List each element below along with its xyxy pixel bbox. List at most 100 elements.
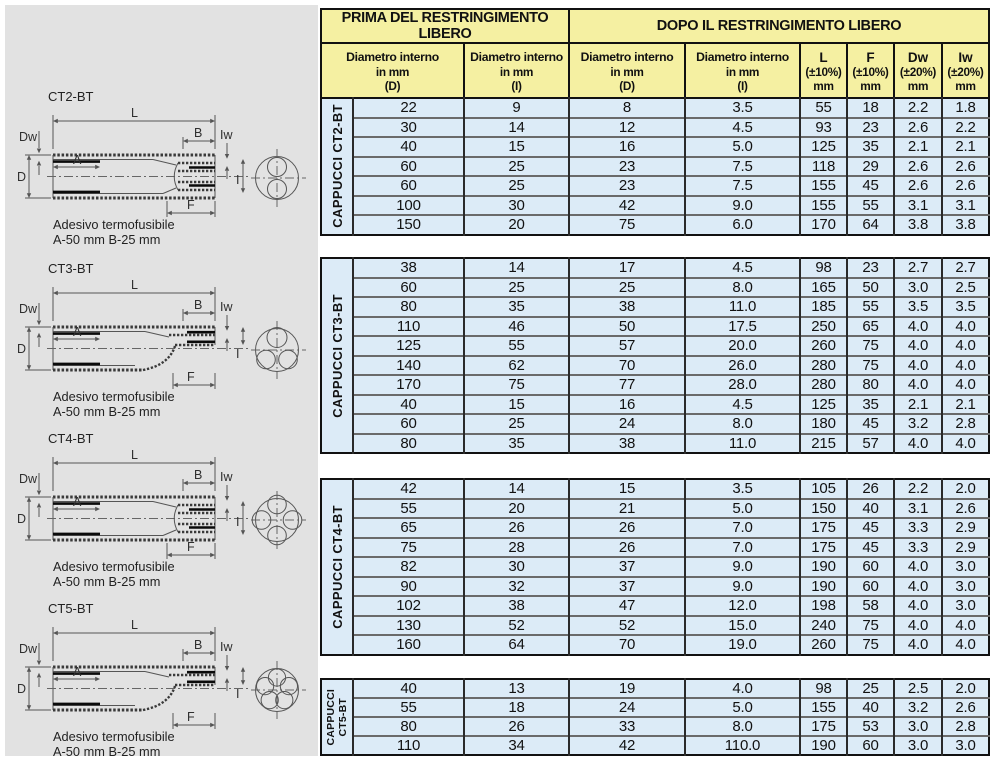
diagram-title: CT4-BT bbox=[48, 431, 94, 446]
core-circle bbox=[267, 494, 287, 515]
table-cell: 2.6 bbox=[941, 175, 989, 196]
table-cell: 35 bbox=[463, 296, 569, 317]
table-row: 82 30 37 9.0 190 60 4.0 3.0 bbox=[321, 556, 989, 577]
dim-label-I: I bbox=[236, 687, 239, 701]
table-row: 102 38 47 12.0 198 58 4.0 3.0 bbox=[321, 595, 989, 616]
table-cell: 45 bbox=[846, 175, 894, 196]
table-cell: 4.0 bbox=[941, 614, 989, 635]
table-cell: 25 bbox=[463, 413, 569, 434]
table-cell: 7.5 bbox=[684, 175, 800, 196]
table-cell: 26.0 bbox=[684, 354, 800, 375]
cap-diagram-CT5-BT: CT5-BT L I Dw A B Iw D F Adesivo termofusibile A-5… bbox=[15, 597, 310, 761]
dim-label-B: B bbox=[194, 126, 202, 140]
cap-drawing: CT4-BT L I Dw A B Iw D F Adesivo termofusibileA-5… bbox=[17, 431, 306, 589]
dim-label-I: I bbox=[236, 515, 239, 529]
table-row: 60 25 25 8.0 165 50 3.0 2.5 bbox=[321, 276, 989, 297]
table-cell: 40 bbox=[352, 136, 464, 157]
table-cell: 2.6 bbox=[893, 155, 942, 176]
col-header-i2: Diametro interno in mm (I) bbox=[684, 42, 801, 101]
table-cell: 55 bbox=[799, 98, 847, 118]
table-cell: 2.1 bbox=[941, 136, 989, 157]
table-cell: 3.5 bbox=[684, 98, 800, 118]
dim-label-Dw: Dw bbox=[19, 642, 38, 656]
dim-label-L: L bbox=[131, 448, 138, 462]
table-cell: 190 bbox=[799, 556, 847, 577]
core-circle bbox=[279, 677, 298, 696]
table-row: 60 25 23 7.5 118 29 2.6 2.6 bbox=[321, 155, 989, 176]
table-cell: 38 bbox=[568, 296, 685, 317]
cap-drawing: CT3-BT L I Dw A B Iw D F Adesivo termofusibileA-5… bbox=[17, 261, 306, 419]
dim-label-L: L bbox=[131, 106, 138, 120]
core-circle bbox=[267, 179, 287, 199]
diagram-panel: CT2-BT L I Dw A B Iw D F Adesivo termofusibile A-5… bbox=[5, 5, 318, 759]
col-header-L: L (±10%) mm bbox=[799, 42, 848, 101]
table-row: 110 46 50 17.5 250 65 4.0 4.0 bbox=[321, 315, 989, 336]
table-cell: 25 bbox=[846, 679, 894, 698]
table-row: 170 75 77 28.0 280 80 4.0 4.0 bbox=[321, 374, 989, 395]
table-cell: 65 bbox=[352, 517, 464, 538]
table-cell: 20 bbox=[463, 214, 569, 235]
table-row: 80 35 38 11.0 185 55 3.5 3.5 bbox=[321, 296, 989, 317]
table-cell: 3.1 bbox=[941, 194, 989, 215]
table-cell: 55 bbox=[352, 497, 464, 518]
table-header: PRIMA DEL RESTRINGIMENTO LIBERO DOPO IL … bbox=[320, 8, 990, 101]
dim-label-A: A bbox=[73, 153, 82, 167]
table-area: PRIMA DEL RESTRINGIMENTO LIBERO DOPO IL … bbox=[320, 0, 998, 761]
col-header-d1: Diametro interno in mm (D) bbox=[320, 42, 465, 101]
table-cell: 38 bbox=[352, 258, 464, 278]
table-cell: 23 bbox=[846, 258, 894, 278]
cap-diagram-CT2-BT: CT2-BT L I Dw A B Iw D F Adesivo termofusibile A-5… bbox=[15, 85, 310, 253]
table-cell: 215 bbox=[799, 432, 847, 453]
table-cell: 4.0 bbox=[893, 614, 942, 635]
table-cell: 16 bbox=[568, 136, 685, 157]
table-cell: 21 bbox=[568, 497, 685, 518]
table-cell: 17.5 bbox=[684, 315, 800, 336]
table-cell: 26 bbox=[846, 479, 894, 499]
table-cell: 24 bbox=[568, 697, 685, 717]
cap-drawing: CT2-BT L I Dw A B Iw D F Adesivo termofusibileA-5… bbox=[17, 89, 306, 247]
adhesive-caption-2: A-50 mm B-25 mm bbox=[53, 404, 160, 419]
dim-label-Dw: Dw bbox=[19, 302, 38, 316]
table-cell: 32 bbox=[463, 575, 569, 596]
table-row: CAPPUCCI CT4-BT 42 14 15 3.5 105 26 2.2 2.0 bbox=[321, 479, 989, 655]
table-cell: 55 bbox=[352, 697, 464, 717]
table-cell: 11.0 bbox=[684, 432, 800, 453]
table-cell: 25 bbox=[463, 175, 569, 196]
table-cell: 37 bbox=[568, 556, 685, 577]
table-cell: 20 bbox=[463, 497, 569, 518]
table-row: 100 30 42 9.0 155 55 3.1 3.1 bbox=[321, 194, 989, 215]
adhesive-caption-2: A-50 mm B-25 mm bbox=[53, 232, 160, 247]
group-label-cell: CAPPUCCI CT5-BT bbox=[321, 679, 353, 755]
table-cell: 8 bbox=[568, 98, 685, 118]
adhesive-caption-1: Adesivo termofusibile bbox=[53, 559, 175, 574]
table-cell: 15 bbox=[568, 479, 685, 499]
table-cell: 30 bbox=[463, 556, 569, 577]
table-cell: 170 bbox=[352, 374, 464, 395]
table-row: 30 14 12 4.5 93 23 2.6 2.2 bbox=[321, 116, 989, 137]
table-cell: 3.5 bbox=[684, 479, 800, 499]
table-cell: 45 bbox=[846, 413, 894, 434]
table-cell: 38 bbox=[568, 432, 685, 453]
table-cell: 3.0 bbox=[941, 595, 989, 616]
table-cell: 3.0 bbox=[941, 556, 989, 577]
table-cell: 75 bbox=[846, 634, 894, 655]
table-cell: 185 bbox=[799, 296, 847, 317]
col-header-i1: Diametro interno in mm (I) bbox=[463, 42, 570, 101]
table-cell: 60 bbox=[352, 155, 464, 176]
dim-label-D: D bbox=[17, 342, 26, 356]
table-cell: 3.0 bbox=[941, 575, 989, 596]
table-cell: 35 bbox=[463, 432, 569, 453]
table-row: 60 25 24 8.0 180 45 3.2 2.8 bbox=[321, 413, 989, 434]
table-cell: 105 bbox=[799, 479, 847, 499]
table-cell: 37 bbox=[568, 575, 685, 596]
group-label: CAPPUCCI CT2-BT bbox=[329, 104, 345, 229]
table-cell: 45 bbox=[846, 536, 894, 557]
dim-label-F: F bbox=[187, 370, 195, 384]
table-cell: 4.5 bbox=[684, 116, 800, 137]
header-dopo: DOPO IL RESTRINGIMENTO LIBERO bbox=[568, 8, 990, 44]
core-circle bbox=[266, 327, 288, 348]
table-cell: 118 bbox=[799, 155, 847, 176]
header-group-row: PRIMA DEL RESTRINGIMENTO LIBERO DOPO IL … bbox=[320, 8, 990, 44]
group-label-cell: CAPPUCCI CT2-BT bbox=[321, 98, 353, 235]
